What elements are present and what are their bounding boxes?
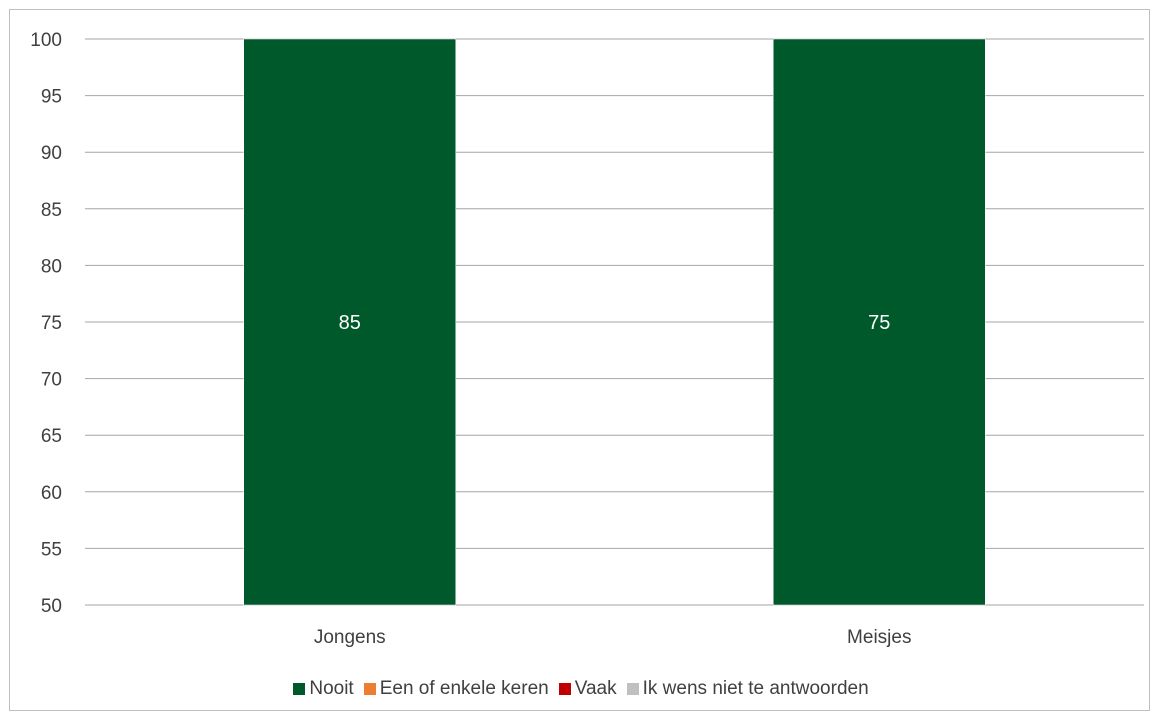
data-label: 75 bbox=[868, 312, 890, 334]
x-category-label: Meisjes bbox=[847, 627, 911, 648]
y-tick-label: 90 bbox=[41, 143, 62, 164]
legend-item: Vaak bbox=[558, 678, 617, 700]
y-tick-label: 80 bbox=[41, 256, 62, 277]
y-tick-label: 65 bbox=[41, 426, 62, 447]
legend-label: Ik wens niet te antwoorden bbox=[642, 678, 869, 699]
legend-label: Vaak bbox=[574, 678, 617, 699]
x-category-label: Jongens bbox=[314, 627, 386, 648]
legend-swatch bbox=[626, 683, 639, 695]
y-tick-label: 95 bbox=[41, 87, 62, 108]
bar-segment bbox=[243, 38, 456, 606]
y-tick-label: 100 bbox=[30, 30, 62, 51]
y-tick-label: 55 bbox=[41, 539, 62, 560]
y-tick-label: 50 bbox=[41, 596, 62, 617]
y-tick-label: 75 bbox=[41, 313, 62, 334]
legend-item: Nooit bbox=[293, 678, 354, 700]
chart-legend: Nooit Een of enkele keren Vaak Ik wens niet… bbox=[0, 678, 1162, 700]
legend-swatch bbox=[558, 683, 571, 695]
data-label: 85 bbox=[339, 312, 361, 334]
legend-item: Een of enkele keren bbox=[363, 678, 549, 700]
legend-swatch bbox=[363, 683, 376, 695]
legend-swatch bbox=[293, 683, 306, 695]
legend-item: Ik wens niet te antwoorden bbox=[626, 678, 869, 700]
legend-label: Een of enkele keren bbox=[379, 678, 549, 699]
y-tick-label: 70 bbox=[41, 370, 62, 391]
legend-label: Nooit bbox=[309, 678, 354, 699]
y-tick-label: 60 bbox=[41, 483, 62, 504]
y-tick-label: 85 bbox=[41, 200, 62, 221]
bar-segment bbox=[773, 38, 986, 606]
